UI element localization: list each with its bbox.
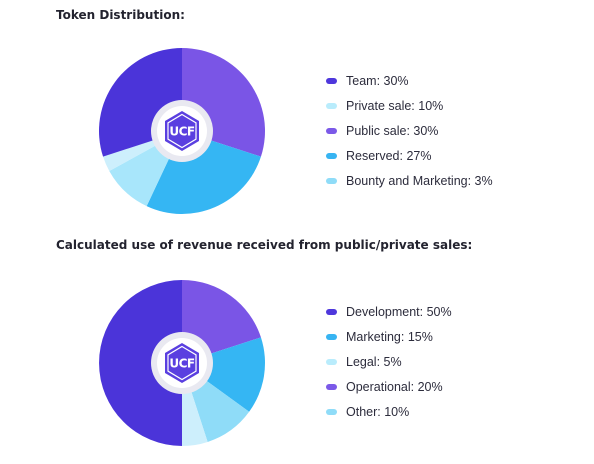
legend-label: Operational: 20% — [346, 379, 443, 394]
legend-swatch — [326, 102, 337, 109]
legend-item-public-sale: Public sale: 30% — [326, 118, 493, 143]
ucf-logo-text: UCF — [169, 357, 195, 371]
legend-swatch — [326, 152, 337, 159]
legend-item-bounty-marketing: Bounty and Marketing: 3% — [326, 168, 493, 193]
legend-item-team: Team: 30% — [326, 68, 493, 93]
token-distribution-legend: Team: 30% Private sale: 10% Public sale:… — [326, 68, 493, 193]
legend-item-private-sale: Private sale: 10% — [326, 93, 493, 118]
legend-item-other: Other: 10% — [326, 399, 452, 424]
revenue-use-donut: UCF — [99, 280, 266, 446]
legend-swatch — [326, 358, 337, 365]
donut-slice — [99, 280, 182, 446]
legend-label: Team: 30% — [346, 73, 409, 88]
revenue-use-legend: Development: 50% Marketing: 15% Legal: 5… — [326, 299, 452, 424]
revenue-use-title: Calculated use of revenue received from … — [56, 238, 473, 252]
legend-swatch — [326, 383, 337, 390]
ucf-logo-icon: UCF — [165, 343, 199, 383]
legend-swatch — [326, 177, 337, 184]
legend-item-development: Development: 50% — [326, 299, 452, 324]
legend-item-operational: Operational: 20% — [326, 374, 452, 399]
legend-item-marketing: Marketing: 15% — [326, 324, 452, 349]
legend-swatch — [326, 333, 337, 340]
legend-label: Public sale: 30% — [346, 123, 439, 138]
legend-label: Reserved: 27% — [346, 148, 432, 163]
legend-label: Legal: 5% — [346, 354, 402, 369]
donut-slice — [182, 337, 266, 412]
legend-swatch — [326, 127, 337, 134]
ucf-logo-text: UCF — [169, 125, 195, 139]
token-distribution-donut: UCF — [98, 47, 266, 215]
legend-swatch — [326, 408, 337, 415]
legend-swatch — [326, 77, 337, 84]
legend-label: Marketing: 15% — [346, 329, 433, 344]
legend-label: Bounty and Marketing: 3% — [346, 173, 493, 188]
legend-label: Development: 50% — [346, 304, 452, 319]
legend-item-reserved: Reserved: 27% — [326, 143, 493, 168]
token-distribution-title: Token Distribution: — [56, 8, 185, 22]
legend-swatch — [326, 308, 337, 315]
legend-label: Other: 10% — [346, 404, 410, 419]
legend-label: Private sale: 10% — [346, 98, 444, 113]
ucf-logo-icon: UCF — [165, 111, 199, 151]
legend-item-legal: Legal: 5% — [326, 349, 452, 374]
